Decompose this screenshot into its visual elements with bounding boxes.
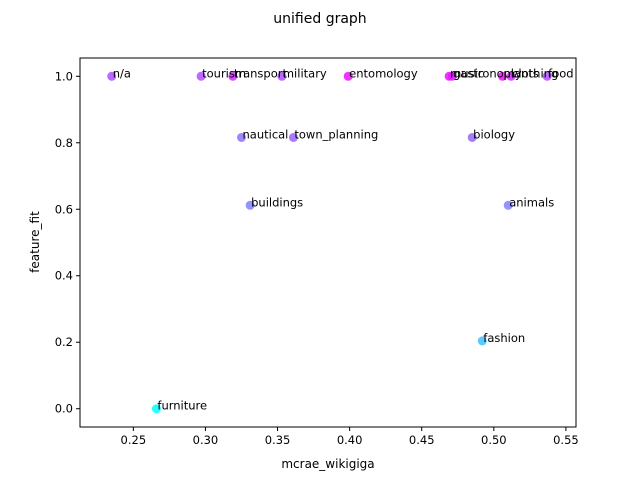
data-point [343,71,353,81]
x-tick-label: 0.35 [265,433,291,447]
point-label: fashion [483,331,525,345]
plot-frame [79,57,577,428]
data-point [497,71,507,81]
point-label: furniture [157,399,207,413]
x-axis-ticks: 0.25 0.30 0.35 0.40 0.45 0.50 0.55 [121,427,579,447]
point-label: town_planning [294,127,378,141]
x-tick-label: 0.25 [121,433,147,447]
data-point [151,404,161,414]
data-point [506,71,516,81]
data-point [245,200,255,210]
data-point [277,71,287,81]
data-point [236,132,246,142]
x-tick-label: 0.30 [193,433,219,447]
data-points [107,71,552,414]
y-tick-label: 0.4 [55,269,73,283]
point-label: nautical [242,127,288,141]
y-tick-label: 0.2 [55,335,73,349]
data-point [107,71,117,81]
point-label: animals [509,195,554,209]
point-label: gastronomy [453,66,522,80]
x-tick-label: 0.45 [409,433,435,447]
data-point [542,71,552,81]
x-tick-label: 0.40 [337,433,363,447]
point-label: military [283,66,327,80]
y-tick-label: 0.0 [55,402,73,416]
point-label: clothing [512,66,558,80]
x-axis-label: mcrae_wikigiga [281,457,374,471]
data-point [447,71,457,81]
y-tick-label: 0.8 [55,136,73,150]
data-point [503,200,513,210]
point-label: biology [473,127,515,141]
y-axis-label: feature_fit [28,211,42,273]
point-label: plants [503,66,538,80]
x-tick-label: 0.50 [481,433,507,447]
data-point [288,132,298,142]
data-point [477,336,487,346]
point-label: n/a [113,66,131,80]
y-tick-label: 1.0 [55,69,73,83]
point-label: food [548,66,573,80]
y-tick-label: 0.6 [55,202,73,216]
chart-title: unified graph [273,11,366,27]
point-label: music [450,66,484,80]
x-tick-label: 0.55 [553,433,579,447]
point-label: entomology [349,66,418,80]
point-label: tourism [202,66,246,80]
data-point [196,71,206,81]
point-label: transport [234,66,288,80]
data-point [228,71,238,81]
data-point [467,132,477,142]
y-axis-ticks: 0.0 0.2 0.4 0.6 0.8 1.0 [55,69,80,416]
point-label: buildings [251,195,303,209]
